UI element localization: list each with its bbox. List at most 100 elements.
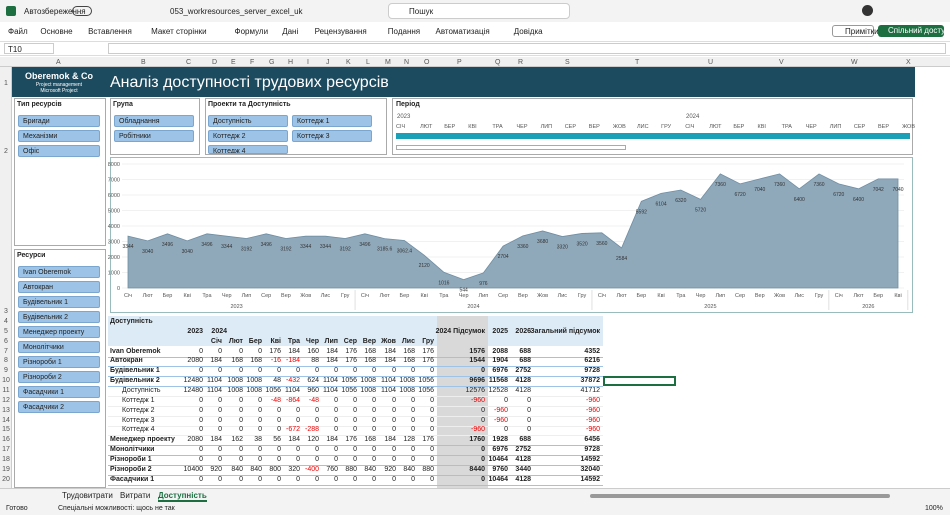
pivot-cell: 0 [277, 426, 281, 434]
period-month[interactable]: БЕР [733, 124, 745, 130]
sheet-tab[interactable]: Витрати [120, 491, 151, 500]
slicer-item[interactable]: Фасадчики 2 [18, 401, 100, 413]
pivot-cell: 160 [307, 347, 319, 355]
month-header: Бер [248, 338, 262, 345]
period-month[interactable]: ВЕР [588, 124, 600, 130]
slicer-item[interactable]: Різнороби 1 [18, 356, 100, 368]
menu-tab[interactable]: Макет сторінки [151, 27, 207, 36]
period-month[interactable]: ЖОВ [902, 124, 915, 130]
pivot-cell: 960 [307, 386, 319, 394]
slicer-item[interactable]: Коттедж 2 [208, 130, 288, 142]
period-month[interactable]: ЖОВ [612, 124, 626, 130]
row-label: Ivan Oberemok [110, 347, 161, 355]
period-month[interactable]: ТРА [492, 124, 503, 130]
row-line [108, 474, 603, 476]
period-month[interactable]: ЧЕР [805, 124, 817, 130]
company: Oberemok & Co [24, 71, 93, 81]
pivot-cell: 0 [392, 416, 396, 424]
period-month[interactable]: СІЧ [685, 124, 695, 130]
row-header: 1 [4, 80, 8, 87]
period-month[interactable]: СЕР [853, 124, 866, 130]
pivot-cell: 0 [218, 426, 222, 434]
menu-tab[interactable]: Довідка [513, 27, 543, 36]
slicer-item[interactable]: Автокран [18, 281, 100, 293]
period-month[interactable]: ЛИП [829, 124, 842, 130]
slicer-item[interactable]: Робітники [114, 130, 194, 142]
pivot-cell: 88 [311, 357, 319, 365]
period-month[interactable]: ЧЕР [516, 124, 528, 130]
slicer-title: Проекти та Доступність [208, 101, 291, 108]
column-header: Q [495, 59, 501, 66]
pivot-cell: 0 [258, 406, 262, 414]
pivot-cell: 0 [218, 396, 222, 404]
period-month[interactable]: БЕР [444, 124, 456, 130]
pivot-cell: 0 [277, 475, 281, 483]
row-line [108, 464, 603, 466]
slicer-item[interactable]: Механізми [18, 130, 100, 142]
period-month[interactable]: ТРА [781, 124, 792, 130]
pivot-cell: -288 [304, 426, 319, 434]
selected-cell [603, 376, 676, 386]
period-month[interactable]: СЕР [564, 124, 576, 130]
menu-tab[interactable]: Дані [282, 27, 299, 36]
pivot-cell: 1928 [492, 436, 508, 444]
column-header: M [385, 59, 391, 66]
slicer-item[interactable]: Ivan Oberemok [18, 266, 100, 278]
slicer-item[interactable]: Різнороби 2 [18, 371, 100, 383]
pivot-cell: 12576 [465, 386, 485, 394]
slicer-item[interactable]: Будівельник 2 [18, 311, 100, 323]
slicer-item[interactable]: Монолітчики [18, 341, 100, 353]
period-month[interactable]: ЛЮТ [420, 124, 433, 130]
period-month[interactable]: ЛИС [637, 124, 649, 130]
menu-tab[interactable]: Формули [234, 27, 269, 36]
row-label: Коттедж 2 [122, 406, 155, 414]
period-month[interactable]: ЛИП [540, 124, 553, 130]
year-header: 2026 [515, 328, 531, 335]
pivot-cell: 0 [277, 446, 281, 454]
pivot-cell: 0 [481, 406, 485, 414]
pivot-cell: 168 [403, 347, 415, 355]
share-button[interactable]: Спільний доступ [878, 25, 950, 37]
sheet-tab[interactable]: Доступність [158, 491, 207, 502]
row-header: 18 [2, 455, 10, 463]
slicer-item[interactable]: Коттедж 1 [292, 115, 372, 127]
fx-input[interactable] [108, 43, 946, 54]
month-header: Лют [228, 338, 243, 345]
comments-button[interactable]: Примітки [832, 25, 879, 37]
menu-tab[interactable]: Автоматизація [435, 27, 490, 36]
period-month[interactable]: ВЕР [878, 124, 890, 130]
slicer-item[interactable]: Менеджер проекту [18, 326, 100, 338]
slicer-item[interactable]: Коттедж 4 [208, 145, 288, 154]
pivot-cell: 0 [199, 446, 203, 454]
menu-tab[interactable]: Подання [387, 27, 421, 36]
slicer-item[interactable]: Коттедж 3 [292, 130, 372, 142]
search-box[interactable]: Пошук [388, 3, 570, 19]
slicer-item[interactable]: Обладнання [114, 115, 194, 127]
period-month[interactable]: КВІ [468, 124, 477, 130]
slicer-item[interactable]: Будівельник 1 [18, 296, 100, 308]
pivot-cell: 184 [210, 436, 222, 444]
pivot-cell: 0 [372, 367, 376, 375]
menu-tab[interactable]: Рецензування [314, 27, 367, 36]
slicer-item[interactable]: Офіс [18, 145, 100, 157]
slicer-item[interactable]: Доступність [208, 115, 288, 127]
menu-tab[interactable]: Вставлення [88, 27, 132, 36]
pivot-cell: 176 [269, 347, 281, 355]
slicer-item[interactable]: Фасадчики 1 [18, 386, 100, 398]
menu-tab[interactable]: Основне [40, 27, 73, 36]
name-box[interactable]: T10 [4, 43, 54, 54]
pivot-cell: 1104 [206, 386, 222, 394]
menu-tab[interactable]: Файл [8, 27, 28, 36]
period-month[interactable]: СІЧ [396, 124, 406, 130]
slicer-item[interactable]: Бригади [18, 115, 100, 127]
pivot-cell: 168 [231, 357, 243, 365]
pivot-cell: 0 [296, 406, 300, 414]
pivot-cell: 0 [430, 416, 434, 424]
sheet-tab[interactable]: Трудовитрати [62, 491, 113, 500]
period-month[interactable]: ЛЮТ [709, 124, 722, 130]
pivot-cell: 0 [392, 406, 396, 414]
pivot-cell: 9728 [584, 446, 600, 454]
period-month[interactable]: ГРУ [661, 124, 672, 130]
period-month[interactable]: КВІ [757, 124, 766, 130]
autosave-toggle[interactable] [72, 6, 92, 16]
